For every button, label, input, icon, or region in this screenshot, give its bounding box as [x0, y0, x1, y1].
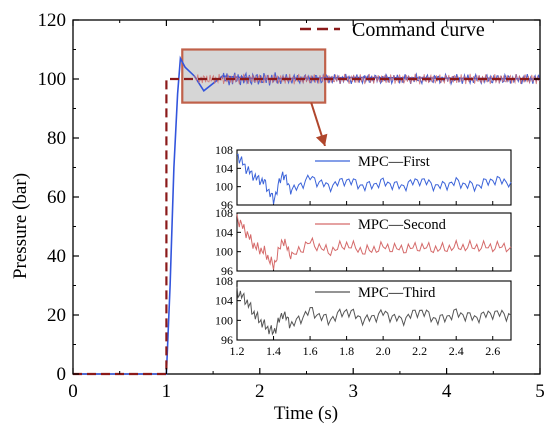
inset-legend-label: MPC—Second: [358, 217, 447, 233]
inset-y-tick-label: 96: [221, 264, 233, 278]
inset-y-tick-label: 108: [215, 143, 233, 157]
inset-y-tick-label: 104: [215, 225, 233, 239]
x-tick-label: 5: [535, 381, 545, 402]
y-tick-label: 60: [47, 187, 66, 208]
inset-x-tick-label: 2.4: [449, 344, 464, 358]
inset-panel: 96 100 104 108 MPC—Second: [215, 206, 512, 278]
y-tick-label: 120: [38, 10, 67, 31]
inset-legend-label: MPC—Third: [358, 285, 436, 301]
legend-command-label: Command curve: [352, 19, 485, 41]
inset-frame: [236, 280, 512, 341]
inset-x-tick-label: 1.6: [303, 344, 318, 358]
inset-panel: 96 100 104 108 MPC—Third: [215, 274, 512, 347]
inset-signal-line: [236, 214, 512, 270]
x-axis-title: Time (s): [274, 403, 338, 424]
inset-y-tick-label: 108: [215, 206, 233, 220]
y-tick-label: 80: [47, 128, 66, 149]
x-tick-label: 1: [162, 381, 172, 402]
inset-y-tick-label: 100: [215, 245, 233, 259]
inset-legend-label: MPC—First: [358, 154, 430, 170]
main-ticks: 0 1 2 3 4 5 0 20 40 60 80 100 120: [38, 10, 545, 402]
inset-y-tick-label: 100: [215, 180, 233, 194]
inset-y-tick-label: 100: [215, 313, 233, 327]
inset-panels: 96 100 104 108 MPC—First 96 100 104 108 MPC—Secon…: [199, 143, 515, 365]
x-tick-label: 2: [255, 381, 265, 402]
inset-y-tick-label: 96: [221, 198, 233, 212]
inset-x-tick-label: 2.6: [485, 344, 500, 358]
x-tick-label: 4: [442, 381, 452, 402]
y-tick-label: 0: [57, 364, 67, 385]
inset-y-tick-label: 108: [215, 274, 233, 288]
zoom-arrow: [310, 102, 328, 147]
inset-x-tick-label: 2.2: [412, 344, 427, 358]
inset-y-tick-label: 104: [215, 294, 233, 308]
zoom-arrow-head: [315, 133, 328, 146]
y-tick-label: 100: [38, 69, 67, 90]
pressure-ripple-line: [221, 71, 541, 86]
x-tick-label: 0: [68, 381, 78, 402]
inset-signal-line: [236, 286, 512, 336]
main-legend: Command curve: [300, 19, 485, 41]
inset-x-tick-label: 1.2: [230, 344, 245, 358]
inset-y-tick-label: 104: [215, 161, 233, 175]
inset-x-tick-label: 1.8: [339, 344, 354, 358]
y-axis-title: Pressure (bar): [10, 173, 31, 279]
inset-frame: [236, 149, 512, 206]
inset-y-tick-label: 96: [221, 333, 233, 347]
y-tick-label: 40: [47, 246, 66, 267]
y-tick-label: 20: [47, 305, 66, 326]
x-tick-label: 3: [348, 381, 358, 402]
inset-x-tick-label: 2.0: [376, 344, 391, 358]
inset-signal-line: [236, 153, 512, 205]
inset-panel: 96 100 104 108 MPC—First: [215, 143, 512, 212]
inset-x-tick-label: 1.4: [266, 344, 281, 358]
